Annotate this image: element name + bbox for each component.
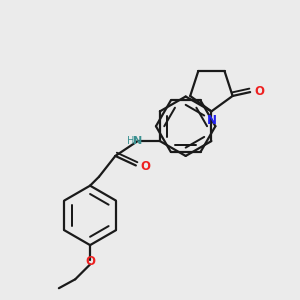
Text: N: N	[206, 114, 216, 127]
Text: H: H	[127, 136, 134, 146]
Text: O: O	[85, 255, 95, 268]
Text: N: N	[133, 136, 142, 146]
Text: O: O	[140, 160, 150, 173]
Text: O: O	[254, 85, 264, 98]
